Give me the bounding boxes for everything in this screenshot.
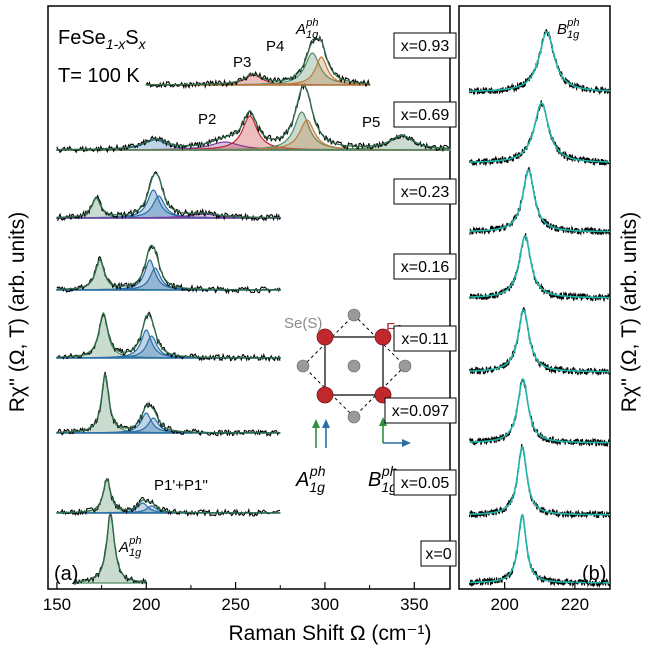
x-tick-label: 150: [43, 595, 71, 614]
data-curve: [468, 233, 611, 303]
panel-b-label: (b): [582, 563, 606, 585]
data-curve: [469, 166, 611, 236]
fe-atom: [374, 328, 392, 346]
a1g-label-top: A1gph: [295, 17, 319, 41]
panel-a-x-ticks: 150 200 250 300 350: [43, 582, 428, 614]
spectrum-b-x=0.69: [468, 100, 611, 167]
spectrum-a-0.69: [56, 83, 451, 154]
data-curve: [468, 443, 611, 519]
fit-curve: [469, 31, 610, 92]
fe-atom: [316, 386, 334, 404]
y-axis-title-right: Rχ'' (Ω, T) (arb. units): [618, 212, 641, 412]
composition-label: x=0.69: [401, 107, 450, 124]
panel-b-spectra: [468, 28, 611, 589]
spectrum-b-x=0.097: [468, 378, 611, 448]
fit-curve: [469, 378, 610, 444]
composition-label: x=0.11: [401, 331, 448, 348]
x-tick-label: 200: [490, 595, 518, 614]
spectrum-b-x=0.16: [468, 233, 611, 303]
total-fit: [56, 312, 281, 359]
fit-curve: [469, 102, 610, 163]
mode-label-p3: P3: [233, 54, 251, 71]
panel-b-x-ticks: 200 220: [490, 582, 589, 614]
x-tick-label: 220: [561, 595, 589, 614]
spectrum-b-x=0.05: [468, 443, 611, 519]
se-atom: [347, 308, 361, 322]
total-fit: [56, 172, 281, 219]
a1g-polarization-arrows: [312, 419, 330, 448]
composition-box: [393, 178, 457, 205]
composition-label: x=0.16: [401, 259, 450, 276]
composition-labels: x=0 x=0.05 x=0.097 x=0.11 x=0.16 x=0.23 x=0.69…: [384, 32, 457, 567]
b1g-polarization-arrows: [379, 417, 411, 447]
total-fit: [56, 372, 281, 434]
data-curve: [468, 28, 611, 96]
total-fit: [56, 477, 281, 514]
composition-label: x=0.93: [401, 38, 450, 55]
total-fit: [56, 85, 451, 151]
compound-label: FeSe1-xSx: [58, 27, 147, 52]
composition-label: x=0.05: [401, 475, 450, 492]
spectrum-a-0.16: [56, 244, 281, 295]
total-fit: [56, 244, 281, 291]
total-fit: [146, 38, 370, 86]
spectrum-b-x=0.93: [468, 28, 611, 96]
fit-curve: [469, 169, 610, 233]
composition-box: [393, 253, 457, 280]
temperature-label: T= 100 K: [58, 65, 140, 87]
inset-b1g-label: B1gph: [368, 463, 398, 495]
spectrum-b-x=0.11: [468, 307, 611, 377]
spectrum-b-x=0: [468, 513, 611, 589]
spectrum-a-0.05: [56, 477, 281, 518]
se-atom: [296, 359, 310, 373]
spectrum-b-x=0.23: [469, 166, 611, 236]
x-tick-label: 200: [132, 595, 160, 614]
spectrum-a-0.93: [145, 35, 371, 90]
data-curve: [56, 371, 281, 437]
fit-peak: [56, 373, 281, 434]
se-label: Se(S): [284, 315, 322, 332]
x-tick-label: 350: [400, 595, 428, 614]
composition-label: x=0.23: [401, 184, 450, 201]
composition-box: [393, 469, 457, 496]
y-axis-title-left: Rχ'' (Ω, T) (arb. units): [6, 212, 29, 412]
x-tick-label: 300: [311, 595, 339, 614]
se-atom: [347, 410, 361, 424]
composition-box: [393, 32, 457, 59]
inset-a1g-label: A1gph: [295, 463, 326, 495]
composition-label: x=0.097: [392, 403, 449, 420]
mode-label-p5: P5: [362, 114, 380, 131]
mode-label-p2: P2: [198, 111, 216, 128]
panel-a-frame: [47, 5, 451, 590]
data-curve: [468, 307, 611, 377]
composition-box: [393, 101, 457, 128]
a1g-label-bottom: A1gph: [118, 535, 142, 559]
fe-atom: [316, 328, 334, 346]
data-curve: [56, 311, 281, 363]
composition-label: x=0: [425, 546, 451, 563]
fit-curve: [469, 445, 610, 516]
x-tick-label: 250: [221, 595, 249, 614]
fit-curve: [469, 513, 610, 584]
se-atom: [347, 359, 361, 373]
mode-label-p1: P1'+P1'': [154, 477, 208, 494]
spectrum-a-0.097: [56, 371, 281, 437]
data-curve: [56, 478, 281, 518]
fit-peak: [56, 135, 451, 151]
panel-a-label: (a): [54, 563, 78, 585]
panel-a-spectra: [56, 35, 451, 585]
composition-box: [384, 397, 457, 424]
fit-curve: [469, 309, 610, 373]
mode-label-p4: P4: [266, 38, 284, 55]
composition-box: [393, 325, 457, 352]
data-curve: [468, 100, 611, 167]
se-atom: [398, 359, 412, 373]
fit-curve: [469, 235, 610, 299]
spectrum-a-0.11: [56, 311, 281, 363]
x-axis-title: Raman Shift Ω (cm⁻¹): [229, 622, 432, 645]
spectrum-a-0.23: [56, 171, 281, 222]
composition-box: [420, 540, 457, 567]
b1g-label-top: B1gph: [557, 17, 580, 41]
